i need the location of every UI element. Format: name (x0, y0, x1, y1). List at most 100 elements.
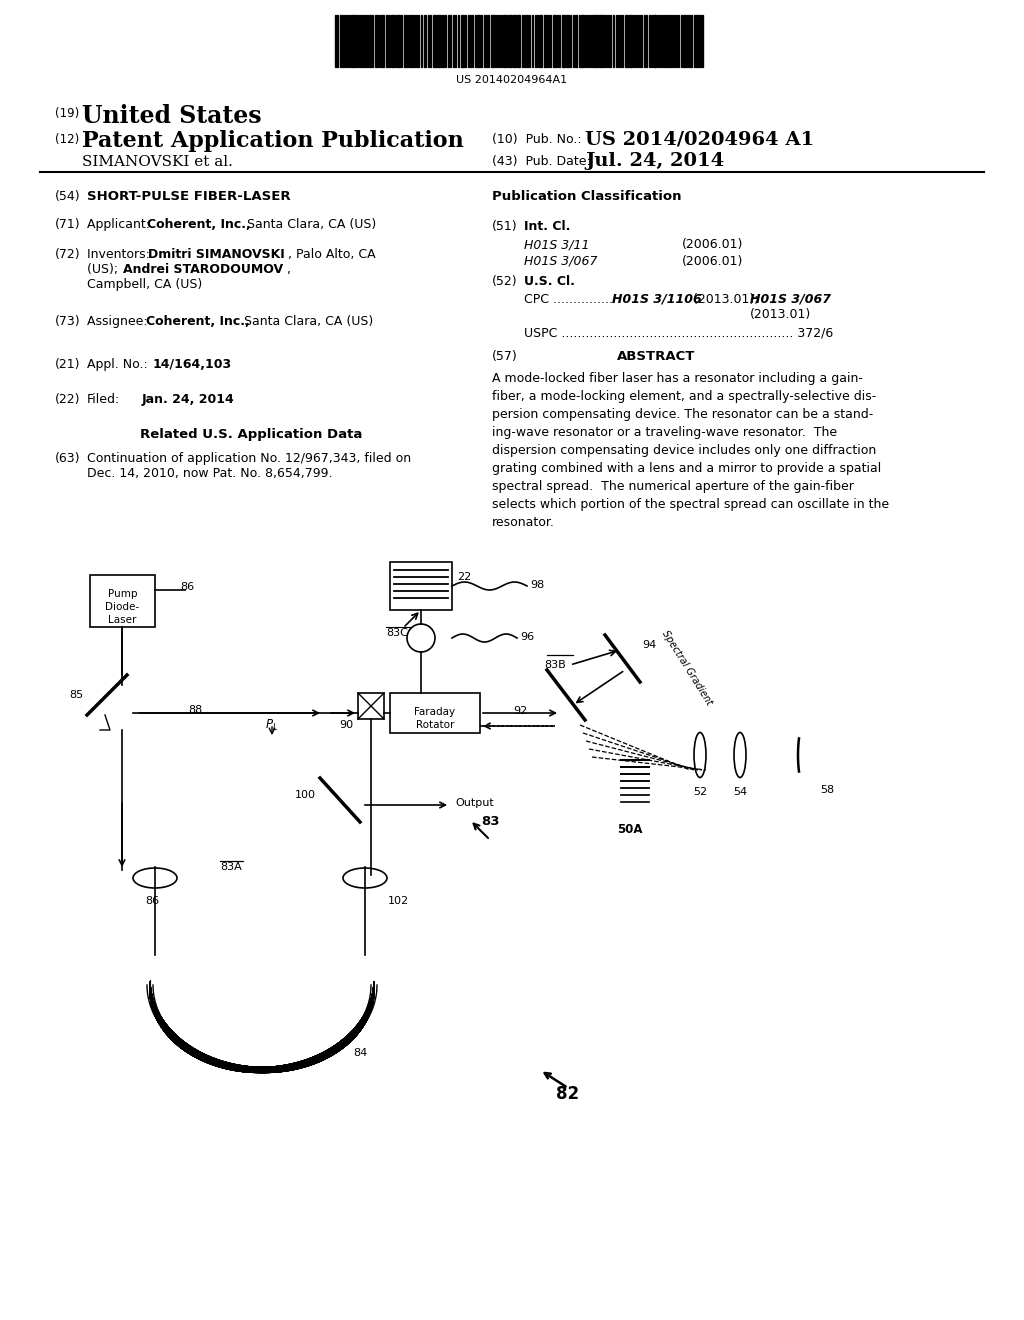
Bar (490, 15, 494, 67)
Bar (424, 15, 426, 67)
Bar (653, 15, 656, 67)
Ellipse shape (133, 869, 177, 888)
Text: (US);: (US); (87, 263, 122, 276)
Bar (629, 15, 632, 67)
Bar (509, 15, 512, 67)
Text: Publication Classification: Publication Classification (492, 190, 682, 203)
Text: Campbell, CA (US): Campbell, CA (US) (87, 279, 203, 290)
Text: H01S 3/067: H01S 3/067 (524, 255, 597, 268)
Text: SHORT-PULSE FIBER-LASER: SHORT-PULSE FIBER-LASER (87, 190, 291, 203)
Text: (19): (19) (55, 107, 79, 120)
Ellipse shape (734, 733, 746, 777)
Text: 94: 94 (642, 640, 656, 649)
Bar (539, 15, 542, 67)
Text: 83C: 83C (386, 628, 408, 638)
Bar (566, 15, 569, 67)
Text: 83: 83 (480, 814, 500, 828)
Text: Santa Clara, CA (US): Santa Clara, CA (US) (240, 315, 374, 327)
Text: Laser: Laser (109, 615, 136, 624)
Text: Related U.S. Application Data: Related U.S. Application Data (140, 428, 362, 441)
Bar (390, 562, 452, 610)
Bar (575, 15, 577, 67)
Text: Assignee:: Assignee: (87, 315, 152, 327)
Text: CPC ...............: CPC ............... (524, 293, 617, 306)
Text: (43)  Pub. Date:: (43) Pub. Date: (492, 154, 591, 168)
Text: 90: 90 (339, 719, 353, 730)
Text: (21): (21) (55, 358, 81, 371)
Ellipse shape (407, 624, 435, 652)
Bar (503, 15, 506, 67)
Text: 85: 85 (69, 690, 83, 700)
Text: (52): (52) (492, 275, 517, 288)
Text: (72): (72) (55, 248, 81, 261)
Text: (71): (71) (55, 218, 81, 231)
Text: Applicant:: Applicant: (87, 218, 154, 231)
Bar (397, 15, 400, 67)
Bar (364, 15, 366, 67)
Text: 82: 82 (556, 1085, 580, 1104)
Text: Output: Output (455, 799, 494, 808)
Text: (12): (12) (55, 133, 79, 147)
Text: (22): (22) (55, 393, 81, 407)
Bar (544, 15, 547, 67)
Bar (461, 15, 464, 67)
Bar (517, 15, 520, 67)
Bar (597, 15, 599, 67)
Bar (562, 15, 565, 67)
Bar (90, 576, 155, 627)
Bar (696, 15, 699, 67)
Text: US 2014/0204964 A1: US 2014/0204964 A1 (585, 129, 814, 148)
Text: 84: 84 (353, 1048, 368, 1059)
Text: Inventors:: Inventors: (87, 248, 154, 261)
Text: H01S 3/1106: H01S 3/1106 (612, 293, 701, 306)
Ellipse shape (694, 733, 706, 777)
Text: Continuation of application No. 12/967,343, filed on: Continuation of application No. 12/967,3… (87, 451, 411, 465)
Text: Andrei STARODOUMOV: Andrei STARODOUMOV (123, 263, 283, 276)
Text: Pump: Pump (108, 589, 137, 599)
Bar (625, 15, 628, 67)
Text: 102: 102 (388, 896, 410, 906)
Text: (54): (54) (55, 190, 81, 203)
Text: ,: , (287, 263, 291, 276)
Bar (683, 15, 686, 67)
Text: (73): (73) (55, 315, 81, 327)
Bar (581, 15, 584, 67)
Bar (553, 15, 556, 67)
Text: 96: 96 (520, 632, 535, 642)
Text: Rotator: Rotator (416, 719, 455, 730)
Text: Jul. 24, 2014: Jul. 24, 2014 (585, 152, 724, 170)
Bar (600, 15, 603, 67)
Text: (2006.01): (2006.01) (682, 238, 743, 251)
Text: Coherent, Inc.,: Coherent, Inc., (146, 315, 250, 327)
Text: U.S. Cl.: U.S. Cl. (524, 275, 574, 288)
Bar (352, 15, 355, 67)
Bar (382, 15, 384, 67)
Text: Filed:: Filed: (87, 393, 120, 407)
Text: Faraday: Faraday (415, 708, 456, 717)
Text: 88: 88 (187, 705, 202, 715)
Text: SIMANOVSKI et al.: SIMANOVSKI et al. (82, 154, 232, 169)
Text: (51): (51) (492, 220, 517, 234)
Text: (2013.01);: (2013.01); (689, 293, 763, 306)
Bar (358, 693, 384, 719)
Text: (10)  Pub. No.:: (10) Pub. No.: (492, 133, 582, 147)
Bar (477, 15, 480, 67)
Text: Dmitri SIMANOVSKI: Dmitri SIMANOVSKI (148, 248, 285, 261)
Text: A mode-locked fiber laser has a resonator including a gain-
fiber, a mode-lockin: A mode-locked fiber laser has a resonato… (492, 372, 889, 529)
Bar (665, 15, 667, 67)
Bar (369, 15, 371, 67)
Bar (391, 15, 394, 67)
Text: 100: 100 (295, 789, 316, 800)
Text: Int. Cl.: Int. Cl. (524, 220, 570, 234)
Text: 50A: 50A (617, 822, 643, 836)
Text: USPC .......................................................... 372/6: USPC ...................................… (524, 327, 834, 341)
Bar (526, 15, 528, 67)
Text: 58: 58 (820, 785, 835, 795)
Text: United States: United States (82, 104, 261, 128)
Text: Jan. 24, 2014: Jan. 24, 2014 (142, 393, 234, 407)
Bar (386, 15, 388, 67)
Text: Appl. No.:: Appl. No.: (87, 358, 152, 371)
Bar (411, 15, 413, 67)
Bar (437, 15, 440, 67)
Text: Dec. 14, 2010, now Pat. No. 8,654,799.: Dec. 14, 2010, now Pat. No. 8,654,799. (87, 467, 333, 480)
